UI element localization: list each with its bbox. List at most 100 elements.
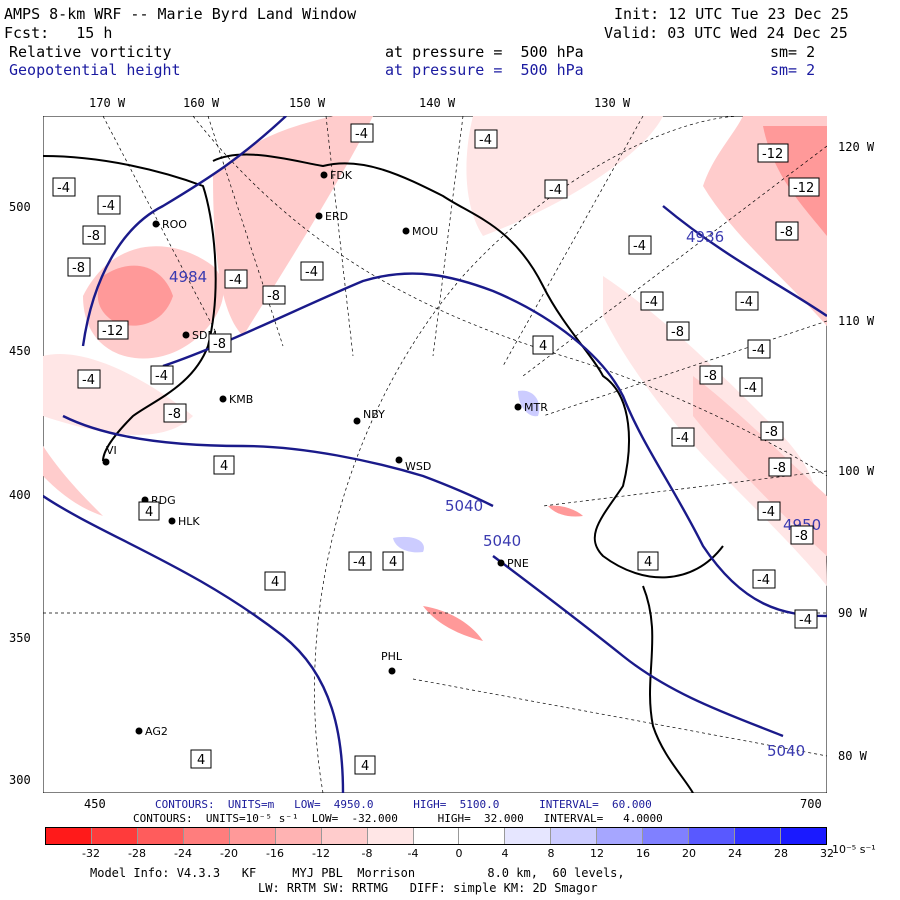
field2-level: at pressure = 500 hPa: [385, 61, 584, 79]
svg-text:4: 4: [197, 753, 205, 768]
svg-text:-8: -8: [773, 461, 786, 476]
svg-text:-4: -4: [633, 239, 646, 254]
svg-text:-8: -8: [213, 337, 226, 352]
lon-label-top: 170 W: [89, 96, 126, 110]
svg-text:-8: -8: [704, 369, 717, 384]
map-plot: FDK ERD MOU ROO SDM KMB NBY WSD MTR VI R…: [43, 116, 827, 793]
svg-text:4: 4: [271, 575, 279, 590]
svg-text:-4: -4: [645, 295, 658, 310]
station-markers: [102, 171, 522, 735]
lon-label-top: 130 W: [594, 96, 631, 110]
svg-text:-8: -8: [72, 261, 85, 276]
svg-text:4: 4: [389, 555, 397, 570]
y-tick-label: 350: [9, 631, 31, 645]
station-label-ag2: AG2: [145, 725, 168, 738]
colorbar-tick-label: 16: [636, 847, 650, 860]
svg-text:4984: 4984: [169, 268, 207, 286]
svg-text:4: 4: [644, 555, 652, 570]
station-label-fdk: FDK: [330, 169, 353, 182]
station-label-vi: VI: [106, 444, 117, 457]
svg-text:-12: -12: [102, 324, 123, 339]
lon-label-top: 140 W: [419, 96, 456, 110]
svg-text:-8: -8: [671, 325, 684, 340]
lat-lon-grid: [43, 116, 827, 793]
colorbar-cell: [597, 828, 644, 844]
colorbar-tick-label: 32: [820, 847, 834, 860]
svg-text:-4: -4: [102, 199, 115, 214]
svg-text:4936: 4936: [686, 228, 724, 246]
svg-text:-4: -4: [744, 381, 757, 396]
station-label-phl: PHL: [381, 650, 403, 663]
svg-text:-4: -4: [752, 343, 765, 358]
station-label-mtr: MTR: [524, 401, 548, 414]
station-label-kmb: KMB: [229, 393, 253, 406]
svg-text:-4: -4: [353, 555, 366, 570]
svg-text:-8: -8: [780, 225, 793, 240]
y-tick-label: 500: [9, 200, 31, 214]
svg-text:4: 4: [145, 505, 153, 520]
colorbar-cell: [46, 828, 92, 844]
x-tick-label: 700: [800, 797, 822, 811]
height-contours: [43, 116, 827, 793]
height-contour-labels: 4984 4936 5040 5040 5040 4950: [169, 228, 821, 760]
colorbar-cell: [183, 828, 230, 844]
colorbar-cell: [321, 828, 368, 844]
station-label-pne: PNE: [507, 557, 529, 570]
svg-text:-4: -4: [155, 369, 168, 384]
colorbar-tick-label: -28: [128, 847, 146, 860]
colorbar-tick-label: -12: [312, 847, 330, 860]
vorticity-contour-info: CONTOURS: UNITS=10⁻⁵ s⁻¹ LOW= -32.000 HI…: [133, 812, 663, 825]
y-tick-label: 300: [9, 773, 31, 787]
colorbar-tick-label: -32: [82, 847, 100, 860]
lon-label-right: 120 W: [838, 140, 875, 154]
colorbar-tick-label: 20: [682, 847, 696, 860]
svg-text:4: 4: [220, 459, 228, 474]
svg-text:-4: -4: [757, 573, 770, 588]
lon-label-right: 80 W: [838, 749, 867, 763]
svg-text:-8: -8: [87, 229, 100, 244]
valid-time: Valid: 03 UTC Wed 24 Dec 25: [604, 24, 848, 42]
svg-text:5040: 5040: [483, 532, 521, 550]
colorbar-tick-label: 12: [590, 847, 604, 860]
model-info-2: LW: RRTM SW: RRTMG DIFF: simple KM: 2D S…: [258, 881, 598, 895]
colorbar-tick-label: -8: [361, 847, 373, 860]
y-tick-label: 450: [9, 344, 31, 358]
field2-name: Geopotential height: [9, 61, 181, 79]
colorbar-cell: [459, 828, 506, 844]
station-label-erd: ERD: [325, 210, 348, 223]
field1-name: Relative vorticity: [9, 43, 172, 61]
colorbar-cell: [735, 828, 781, 844]
model-info: Model Info: V4.3.3 KF MYJ PBL Morrison 8…: [90, 866, 625, 880]
colorbar-cell: [413, 828, 460, 844]
plot-title: AMPS 8-km WRF -- Marie Byrd Land Window: [4, 5, 357, 23]
colorbar-cell: [781, 828, 826, 844]
svg-text:-4: -4: [479, 133, 492, 148]
svg-text:-4: -4: [799, 613, 812, 628]
svg-text:-4: -4: [676, 431, 689, 446]
field2-smooth: sm= 2: [770, 61, 816, 79]
svg-text:-4: -4: [229, 273, 242, 288]
svg-text:-4: -4: [355, 127, 368, 142]
height-contour-info: CONTOURS: UNITS=m LOW= 4950.0 HIGH= 5100…: [155, 798, 652, 811]
svg-text:-8: -8: [267, 289, 280, 304]
colorbar-tick-label: -24: [174, 847, 192, 860]
svg-text:-4: -4: [740, 295, 753, 310]
svg-text:-4: -4: [549, 183, 562, 198]
station-label-wsd: WSD: [405, 460, 431, 473]
svg-text:-4: -4: [305, 265, 318, 280]
svg-text:-12: -12: [793, 181, 814, 196]
colorbar-cell: [229, 828, 276, 844]
forecast-hour: Fcst: 15 h: [4, 24, 113, 42]
colorbar-cell: [689, 828, 736, 844]
y-tick-label: 400: [9, 488, 31, 502]
station-label-hlk: HLK: [178, 515, 200, 528]
station-label-roo: ROO: [162, 218, 187, 231]
lon-label-right: 100 W: [838, 464, 875, 478]
svg-text:5040: 5040: [767, 742, 805, 760]
colorbar-cell: [137, 828, 184, 844]
lon-label-top: 160 W: [183, 96, 220, 110]
svg-text:-4: -4: [57, 181, 70, 196]
colorbar-cell: [505, 828, 552, 844]
colorbar-tick-label: -20: [220, 847, 238, 860]
vorticity-colorbar: [45, 827, 827, 845]
